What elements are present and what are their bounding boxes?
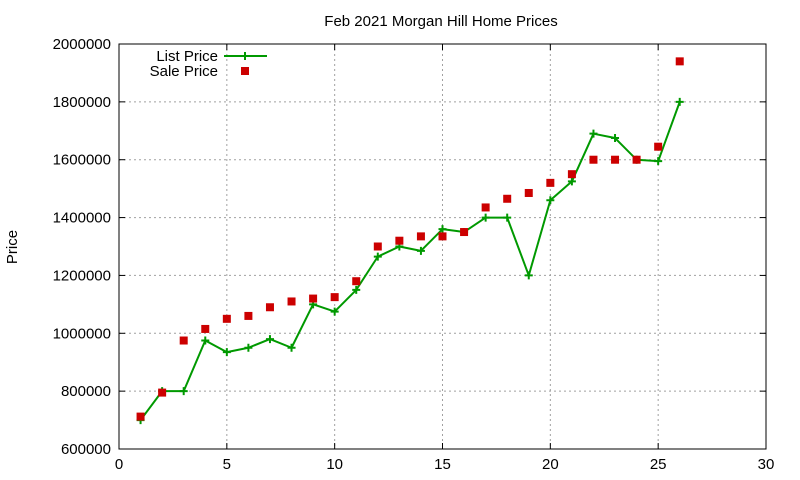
list-price-point — [503, 213, 512, 222]
sale-price-point — [611, 155, 620, 164]
list-price-point — [546, 196, 555, 205]
y-axis-label: Price — [4, 230, 21, 264]
list-price-point — [524, 271, 533, 280]
plot-frame — [118, 43, 767, 450]
x-tick-label: 0 — [115, 456, 123, 473]
list-price-point — [675, 97, 684, 106]
list-price-point — [287, 343, 296, 352]
sale-price-point — [416, 232, 425, 241]
sale-price-point — [567, 170, 576, 179]
y-tick-label: 1800000 — [53, 94, 111, 111]
sale-price-point — [654, 142, 663, 151]
sale-price-point — [546, 178, 555, 187]
sale-price-point — [136, 412, 145, 421]
x-tick-label: 20 — [542, 456, 559, 473]
sale-price-point — [503, 194, 512, 203]
y-tick-label: 1200000 — [53, 267, 111, 284]
sale-price-point — [675, 57, 684, 66]
x-tick-label: 25 — [650, 456, 667, 473]
sale-price-point — [438, 232, 447, 241]
y-tick-label: 1600000 — [53, 152, 111, 169]
list-price-point — [330, 307, 339, 316]
x-tick-label: 15 — [434, 456, 451, 473]
sale-price-point — [589, 155, 598, 164]
chart-title: Feb 2021 Morgan Hill Home Prices — [324, 13, 557, 30]
list-price-point — [179, 387, 188, 396]
legend-swatch-list-price-marker — [241, 52, 249, 60]
legend-swatch-sale-price — [241, 67, 249, 75]
sale-price-point — [330, 293, 339, 302]
list-price-point — [438, 225, 447, 234]
sale-price-point — [158, 388, 167, 397]
list-price-point — [481, 213, 490, 222]
list-price-point — [222, 348, 231, 357]
y-tick-label: 2000000 — [53, 36, 111, 53]
list-price-point — [373, 252, 382, 261]
list-price-point — [567, 177, 576, 186]
sale-price-point — [395, 236, 404, 245]
plot-area — [136, 57, 684, 425]
y-tick-label: 800000 — [61, 383, 111, 400]
list-price-point — [244, 343, 253, 352]
axis-ticks: 0 5 10 15 20 25 30 600000 800000 1000000 1200000 14… — [53, 36, 775, 473]
list-price-point — [589, 129, 598, 138]
list-price-point — [352, 285, 361, 294]
sale-price-point — [179, 336, 188, 345]
sale-price-point — [201, 324, 210, 333]
grid — [119, 44, 766, 449]
list-price-point — [201, 336, 210, 345]
sale-price-point — [244, 311, 253, 320]
sale-price-point — [222, 314, 231, 323]
sale-price-point — [460, 228, 469, 237]
sale-price-point — [309, 294, 318, 303]
x-tick-label: 5 — [223, 456, 231, 473]
sale-price-point — [287, 297, 296, 306]
sale-price-point — [632, 155, 641, 164]
y-tick-label: 600000 — [61, 441, 111, 458]
list-price-point — [416, 246, 425, 255]
y-tick-label: 1000000 — [53, 325, 111, 342]
list-price-point — [265, 335, 274, 344]
sale-price-point — [373, 242, 382, 251]
sale-price-point — [352, 277, 361, 286]
sale-price-point — [265, 303, 274, 312]
legend-label-list-price: List Price — [156, 48, 218, 65]
list-price-point — [654, 157, 663, 166]
list-price-point — [611, 134, 620, 143]
sale-price-point — [524, 188, 533, 197]
x-tick-label: 30 — [758, 456, 775, 473]
x-tick-label: 10 — [326, 456, 343, 473]
legend-label-sale-price: Sale Price — [150, 63, 218, 80]
y-tick-label: 1400000 — [53, 210, 111, 227]
list-price-line — [139, 101, 681, 421]
sale-price-point — [481, 203, 490, 212]
